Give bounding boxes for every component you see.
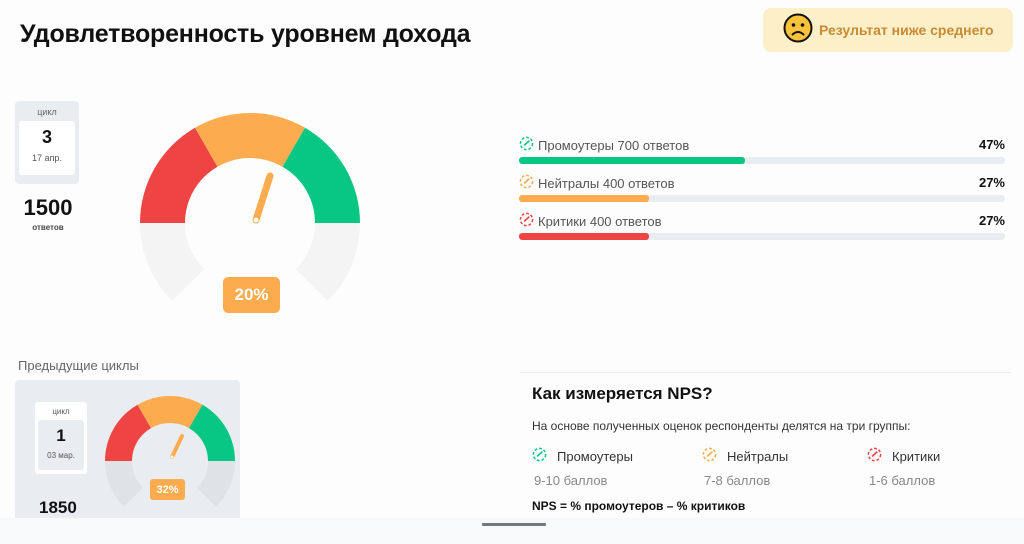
critics-label: Критики 400 ответов [538,213,662,229]
horizontal-scrollbar-thumb[interactable] [482,523,546,526]
cycle-caption: цикл [52,407,70,416]
promoters-row: Промоутеры 700 ответов 47% [519,136,1005,174]
cycle-number: 1 [56,426,66,445]
gauge-icon [519,174,534,192]
cycle-date: 17 апр. [32,153,62,163]
gauge-icon [519,136,534,154]
critics-row: Критики 400 ответов 27% [519,212,1005,250]
critics-fill [519,233,649,240]
neutrals-track [519,195,1005,202]
group-name: Промоутеры [557,448,633,464]
group-promoters: Промоутеры 9-10 баллов [532,447,633,488]
gauge-value-badge: 20% [223,277,280,313]
nps-gauge [130,100,370,315]
promoters-pct: 47% [978,137,1005,152]
nps-info-title: Как измеряется NPS? [532,384,713,403]
gauge-icon [867,447,882,465]
group-neutrals: Нейтралы 7-8 баллов [702,447,788,488]
gauge-icon [532,447,547,465]
page-title: Удовлетворенность уровнем дохода [20,20,471,48]
prev-cycle-badge: цикл 1 03 мар. [35,402,87,474]
cycle-date: 03 мар. [47,451,75,460]
group-range: 7-8 баллов [704,473,771,488]
previous-cycles-title: Предыдущие циклы [18,358,139,373]
nps-formula: NPS = % промоутеров – % критиков [532,499,746,513]
result-badge-label: Результат ниже среднего [819,22,994,38]
result-badge: Результат ниже среднего [763,8,1013,52]
group-name: Нейтралы [727,448,789,464]
current-cycle-card[interactable]: цикл 3 17 апр. [15,101,79,184]
responses-label: ответов [32,223,64,232]
sad-face-icon [783,13,813,48]
promoters-label: Промоутеры 700 ответов [538,137,690,153]
responses-number: 1500 [23,195,73,220]
cycle-number: 3 [41,127,52,147]
neutrals-pct: 27% [978,175,1005,190]
prev-responses: 1850 [39,498,77,517]
bottom-bar [0,518,1024,544]
group-range: 1-6 баллов [869,473,936,488]
group-critics: Критики 1-6 баллов [867,447,940,488]
cycle-caption: цикл [37,107,57,117]
gauge-icon [519,212,534,230]
section-divider [520,372,1011,373]
gauge-icon [702,447,717,465]
critics-track [519,233,1005,240]
cycle-inner: 3 17 апр. [19,121,75,175]
responses-count: 1500 ответов [15,195,81,232]
breakdown-bars: Промоутеры 700 ответов 47% Нейтралы 400 … [519,136,1005,250]
promoters-fill [519,157,745,164]
gauge-needle [252,172,274,224]
nps-info-description: На основе полученных оценок респонденты … [532,419,911,433]
group-range: 9-10 баллов [534,473,608,488]
neutrals-fill [519,195,649,202]
promoters-track [519,157,1005,164]
prev-gauge-value-badge: 32% [150,479,185,500]
group-name: Критики [892,448,941,464]
neutrals-label: Нейтралы 400 ответов [538,175,675,191]
previous-cycle-card[interactable]: цикл 1 03 мар. 1850 32% [15,380,240,544]
prev-nps-gauge [104,394,236,519]
neutrals-row: Нейтралы 400 ответов 27% [519,174,1005,212]
critics-pct: 27% [978,213,1005,228]
